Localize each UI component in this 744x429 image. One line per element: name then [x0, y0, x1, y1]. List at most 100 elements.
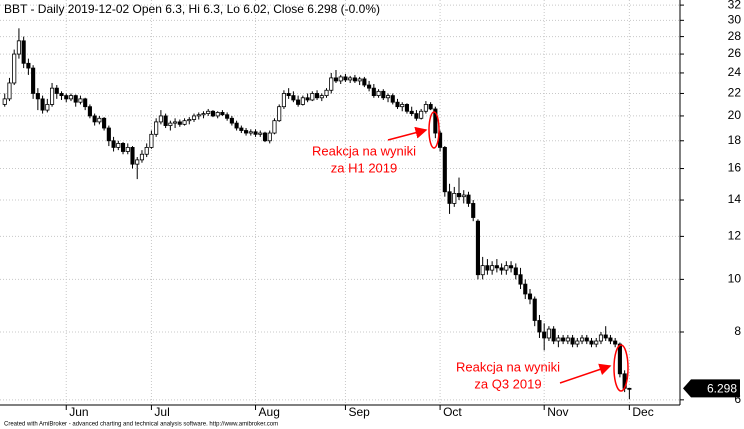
candle-body — [352, 77, 357, 82]
candle-body — [16, 40, 21, 55]
candle-body — [395, 101, 400, 108]
candle-body — [456, 192, 462, 198]
annotation: Reakcja na wyniki — [456, 359, 560, 374]
arrow — [387, 126, 428, 141]
candle-body — [579, 337, 585, 342]
candles — [2, 28, 632, 400]
y-tick-label: 24 — [728, 65, 742, 79]
y-tick-label: 16 — [728, 161, 742, 175]
candle-body — [277, 106, 282, 122]
candle-body — [423, 104, 428, 112]
candle-body — [291, 95, 296, 101]
candle-body — [300, 97, 305, 105]
candle-body — [466, 194, 471, 204]
candle-body — [570, 337, 575, 345]
candle-body — [367, 84, 372, 89]
candle-body — [343, 76, 348, 81]
candle-body — [523, 283, 528, 295]
price-marker — [683, 379, 740, 398]
candle-body — [187, 119, 192, 122]
y-tick-label: 22 — [728, 86, 742, 100]
candle-body — [54, 87, 59, 94]
candle-body — [348, 77, 353, 81]
candle-body — [433, 108, 438, 134]
candle-body — [35, 93, 40, 100]
candle-body — [400, 104, 405, 108]
candle-body — [504, 265, 509, 271]
price-label: 6.298 — [707, 382, 737, 396]
candle-body — [83, 98, 88, 108]
candle-body — [45, 104, 50, 111]
candle-body — [168, 122, 173, 126]
candle-body — [513, 267, 518, 276]
candle-body — [310, 93, 315, 101]
candle-body — [542, 331, 547, 339]
candle-body — [480, 265, 485, 276]
candle-body — [281, 93, 286, 108]
candle-body — [532, 298, 537, 321]
y-tick-label: 26 — [728, 46, 742, 60]
candle-body — [527, 293, 533, 300]
candle-body — [428, 104, 433, 110]
candle-body — [26, 62, 31, 69]
candle-body — [390, 95, 395, 103]
candle-body — [234, 122, 239, 129]
candle-body — [565, 337, 570, 342]
candle-body — [239, 127, 244, 131]
candle-body — [319, 95, 324, 99]
candle-body — [215, 112, 220, 117]
candle-body — [286, 93, 291, 97]
candle-body — [442, 147, 447, 193]
candle-body — [12, 53, 17, 84]
candle-body — [561, 337, 566, 342]
candle-body — [158, 115, 163, 123]
candle-body — [130, 147, 135, 165]
candle-body — [461, 194, 466, 198]
y-tick-label: 20 — [728, 108, 742, 122]
candle-body — [419, 110, 424, 119]
y-tick-label: 30 — [728, 12, 742, 26]
x-tick-label: Dec — [632, 405, 653, 419]
candle-body — [253, 131, 258, 135]
y-tick-label: 6 — [734, 392, 741, 406]
candle-body — [73, 95, 78, 103]
candle-body — [409, 110, 414, 114]
candle-body — [613, 340, 618, 345]
candle-body — [68, 95, 74, 100]
candle-body — [139, 153, 145, 161]
candle-body — [584, 337, 589, 342]
candle-body — [475, 220, 480, 276]
y-tick-label: 18 — [728, 133, 742, 147]
highlight — [428, 111, 440, 149]
candle-body — [551, 328, 556, 342]
candle-body — [314, 93, 320, 99]
candle-body — [144, 147, 149, 155]
candle-body — [494, 265, 499, 269]
candle-body — [404, 104, 410, 112]
candle-body — [603, 334, 608, 339]
candle-body — [59, 93, 64, 97]
plot-area — [0, 0, 680, 405]
candle-body — [381, 90, 386, 99]
candle-body — [556, 337, 561, 342]
annotation: za Q3 2019 — [474, 376, 541, 391]
candle-body — [267, 132, 272, 142]
candle-body — [258, 132, 263, 135]
candle-body — [210, 110, 215, 117]
candle-body — [333, 77, 339, 82]
candle-body — [471, 203, 476, 218]
candle-body — [21, 40, 26, 64]
candle-body — [111, 140, 116, 148]
candle-body — [575, 340, 580, 345]
candle-body — [329, 77, 334, 91]
y-tick-label: 14 — [728, 192, 742, 206]
x-tick-label: Oct — [443, 405, 462, 419]
candle-body — [225, 114, 230, 119]
candle-body — [78, 98, 83, 103]
y-tick-label: 32 — [728, 0, 742, 11]
footer: Created with AmiBroker - advanced charti… — [4, 422, 278, 428]
candle-body — [385, 95, 391, 99]
candle-body — [518, 274, 523, 285]
